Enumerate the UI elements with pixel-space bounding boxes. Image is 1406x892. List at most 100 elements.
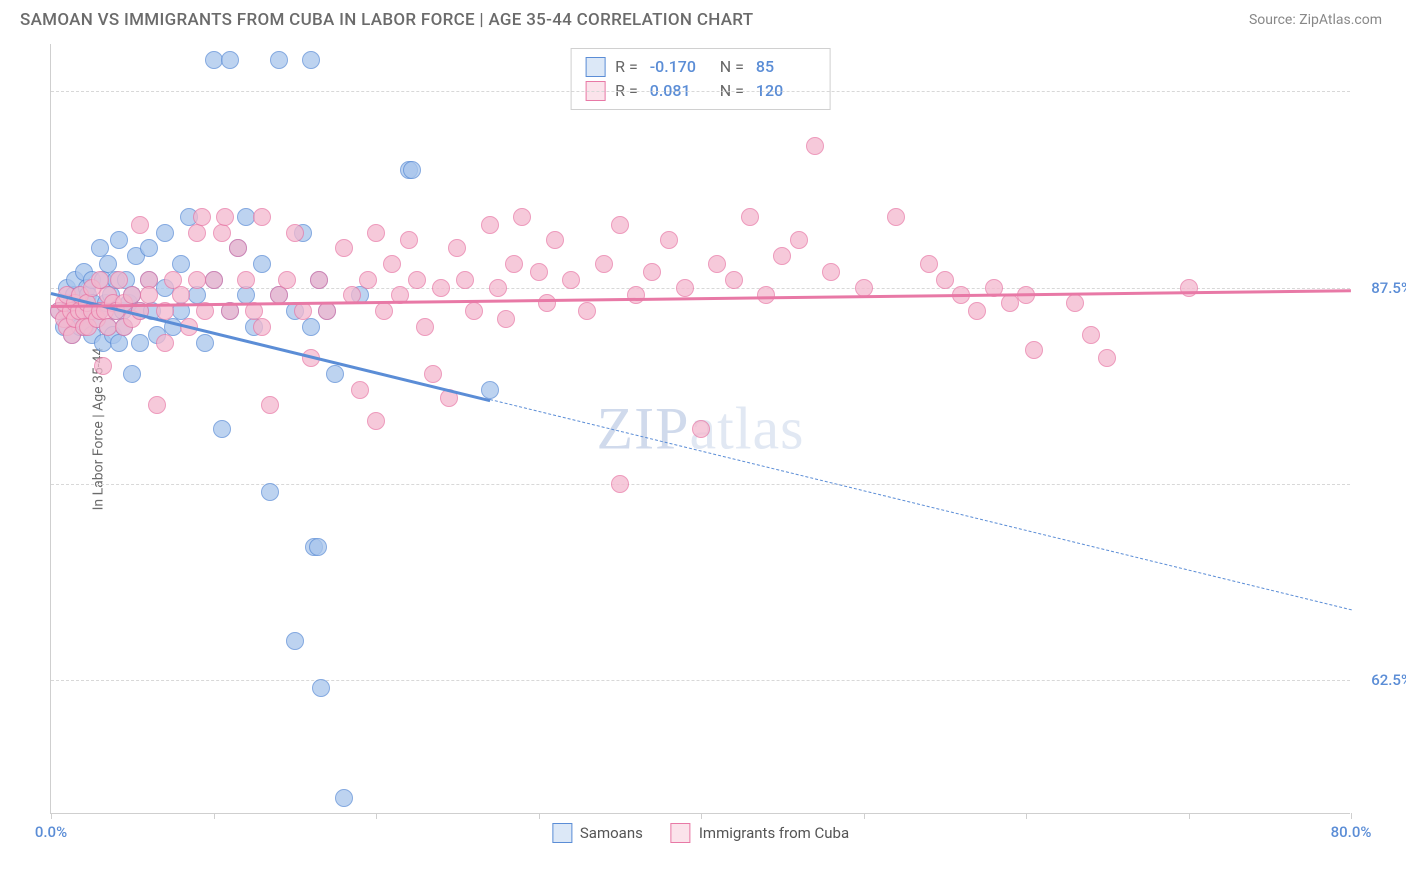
y-tick-label: 62.5% (1357, 671, 1406, 689)
data-point (359, 271, 377, 289)
data-point (253, 208, 271, 226)
data-point (131, 334, 149, 352)
data-point (538, 294, 556, 312)
chart-source: Source: ZipAtlas.com (1249, 12, 1382, 28)
legend-item: Immigrants from Cuba (671, 823, 849, 843)
data-point (188, 224, 206, 242)
n-label: N = (720, 55, 744, 79)
x-tick (1026, 813, 1027, 819)
data-point (140, 239, 158, 257)
data-point (920, 255, 938, 273)
data-point (221, 51, 239, 69)
data-point (530, 263, 548, 281)
data-point (312, 679, 330, 697)
legend-label: Samoans (580, 824, 643, 842)
data-point (790, 231, 808, 249)
data-point (1066, 294, 1084, 312)
data-point (94, 357, 112, 375)
data-point (253, 318, 271, 336)
data-point (318, 302, 336, 320)
data-point (403, 161, 421, 179)
data-point (692, 420, 710, 438)
data-point (676, 279, 694, 297)
data-point (887, 208, 905, 226)
data-point (383, 255, 401, 273)
data-point (448, 239, 466, 257)
data-point (822, 263, 840, 281)
data-point (595, 255, 613, 273)
x-tick (539, 813, 540, 819)
data-point (193, 208, 211, 226)
data-point (123, 365, 141, 383)
data-point (611, 216, 629, 234)
x-tick (376, 813, 377, 819)
data-point (172, 286, 190, 304)
data-point (424, 365, 442, 383)
y-tick-label: 87.5% (1357, 279, 1406, 297)
data-point (855, 279, 873, 297)
data-point (1098, 349, 1116, 367)
correlation-legend: R =-0.170N =85R =0.081N =120 (570, 48, 831, 110)
data-point (725, 271, 743, 289)
data-point (806, 137, 824, 155)
data-point (432, 279, 450, 297)
data-point (335, 789, 353, 807)
data-point (131, 216, 149, 234)
data-point (286, 632, 304, 650)
data-point (546, 231, 564, 249)
data-point (643, 263, 661, 281)
legend-label: Immigrants from Cuba (699, 824, 849, 842)
data-point (261, 396, 279, 414)
trend-line (490, 399, 1351, 610)
data-point (741, 208, 759, 226)
scatter-chart: In Labor Force | Age 35-44 ZIPatlas R =-… (50, 44, 1350, 814)
data-point (660, 231, 678, 249)
data-point (505, 255, 523, 273)
data-point (110, 231, 128, 249)
data-point (229, 239, 247, 257)
chart-header: SAMOAN VS IMMIGRANTS FROM CUBA IN LABOR … (0, 0, 1406, 36)
data-point (205, 271, 223, 289)
x-tick (214, 813, 215, 819)
n-value: 85 (756, 55, 816, 79)
data-point (148, 396, 166, 414)
data-point (140, 286, 158, 304)
data-point (481, 381, 499, 399)
data-point (497, 310, 515, 328)
x-tick (51, 813, 52, 819)
data-point (562, 271, 580, 289)
data-point (456, 271, 474, 289)
data-point (302, 318, 320, 336)
x-tick-label: 0.0% (35, 823, 67, 841)
data-point (335, 239, 353, 257)
data-point (156, 224, 174, 242)
data-point (110, 334, 128, 352)
data-point (216, 208, 234, 226)
legend-swatch (585, 57, 605, 77)
data-point (213, 420, 231, 438)
data-point (465, 302, 483, 320)
data-point (1180, 279, 1198, 297)
data-point (310, 271, 328, 289)
data-point (237, 271, 255, 289)
data-point (611, 475, 629, 493)
data-point (156, 334, 174, 352)
r-label: R = (615, 55, 638, 79)
data-point (375, 302, 393, 320)
data-point (302, 51, 320, 69)
data-point (481, 216, 499, 234)
x-tick (864, 813, 865, 819)
gridline (51, 680, 1350, 681)
data-point (1001, 294, 1019, 312)
legend-swatch (671, 823, 691, 843)
legend-swatch (552, 823, 572, 843)
gridline (51, 484, 1350, 485)
x-tick (701, 813, 702, 819)
data-point (773, 247, 791, 265)
data-point (708, 255, 726, 273)
data-point (270, 51, 288, 69)
data-point (253, 255, 271, 273)
r-value: -0.170 (650, 55, 710, 79)
data-point (261, 483, 279, 501)
data-point (513, 208, 531, 226)
